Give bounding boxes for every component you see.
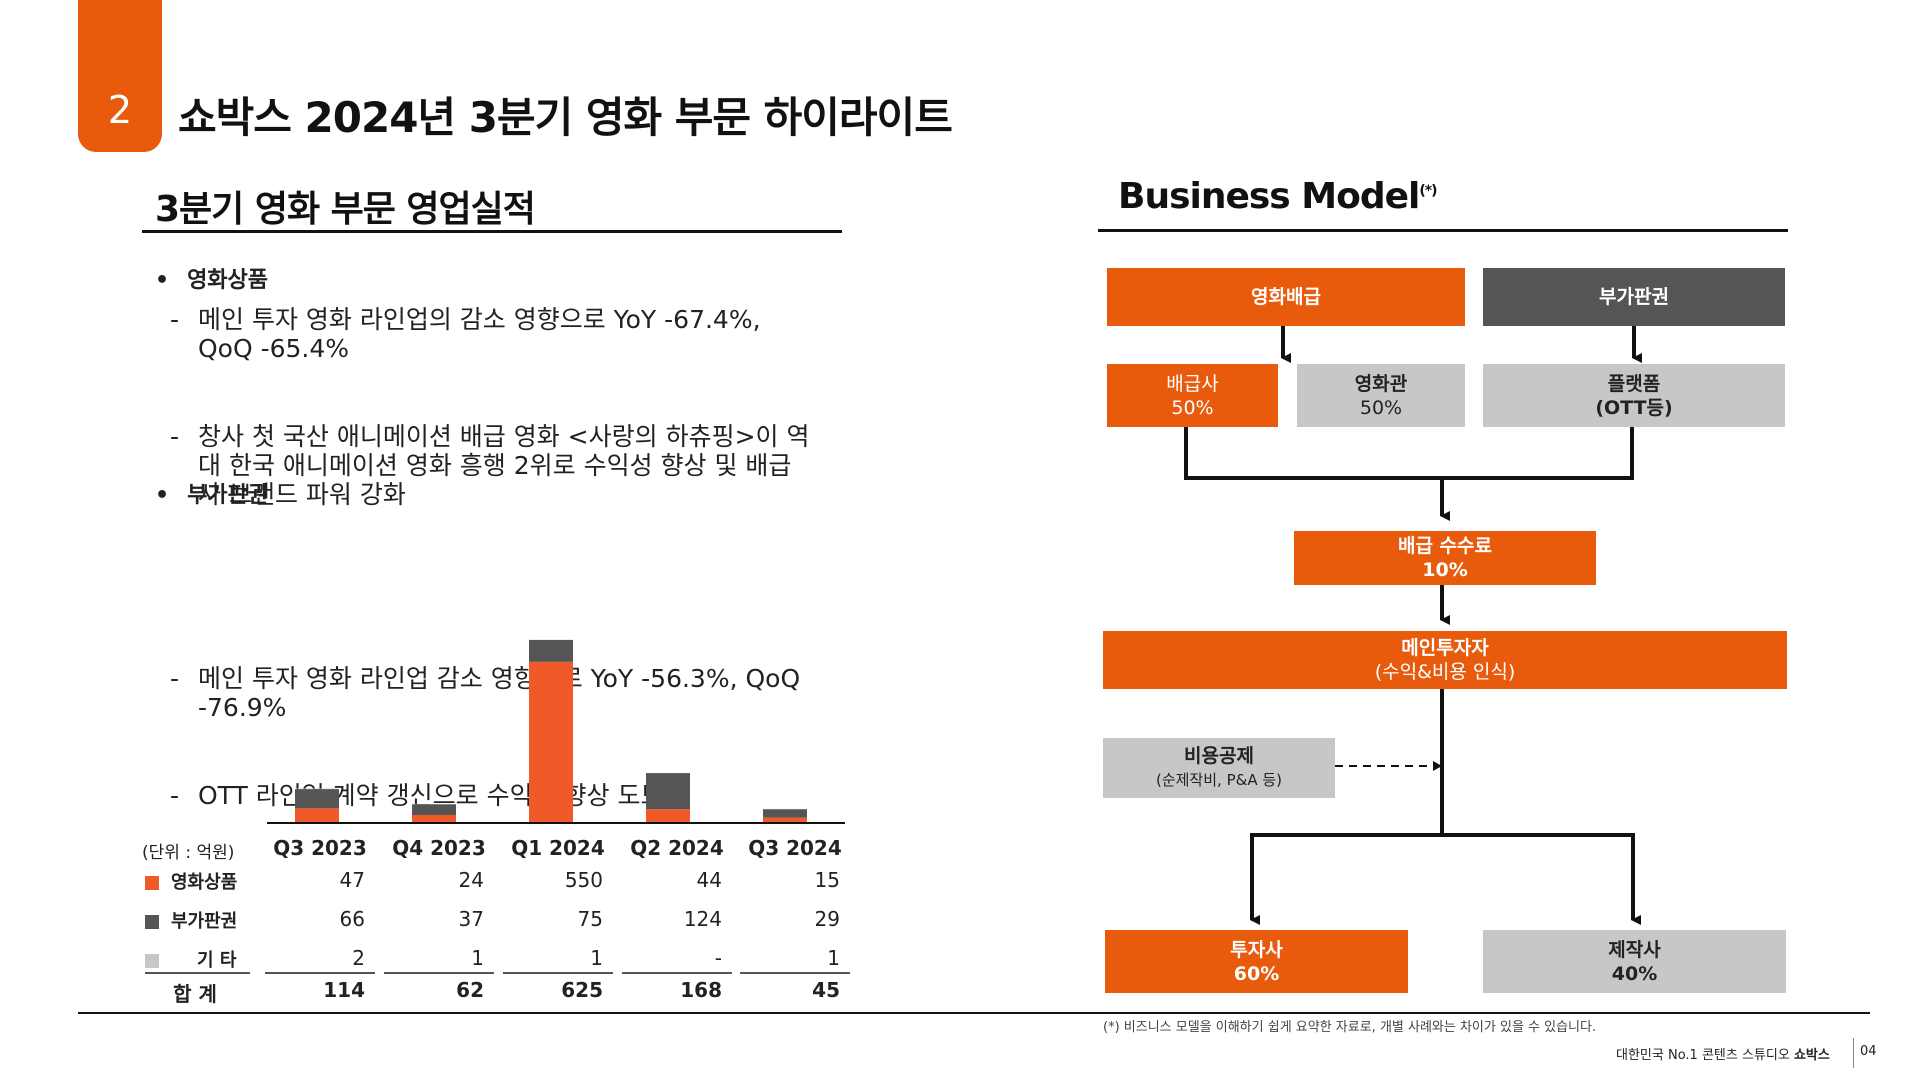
total-separator <box>740 972 850 974</box>
category-header: Q3 2023 <box>273 836 367 860</box>
bar-Q1-2024-1 <box>529 640 573 662</box>
bullet-head-film: 영화상품 <box>155 262 268 294</box>
left-section-title: 3분기 영화 부문 영업실적 <box>155 189 536 230</box>
bar-Q4-2023-1 <box>412 804 456 816</box>
bottom-rule <box>78 1012 1870 1014</box>
table-cell: - <box>714 946 722 970</box>
box-distribution: 영화배급 <box>1107 268 1465 326</box>
table-cell: 29 <box>814 907 840 931</box>
section-badge: 2 <box>78 0 162 152</box>
category-header: Q2 2024 <box>630 836 724 860</box>
footer-tagline: 대한민국 No.1 콘텐츠 스튜디오 쇼박스 <box>1616 1048 1830 1063</box>
legend-swatch <box>145 876 159 890</box>
footnote: (*) 비즈니스 모델을 이해하기 쉽게 요약한 자료로, 개별 사례와는 차이… <box>1103 1020 1597 1035</box>
legend-entry: 영화상품 <box>145 868 237 894</box>
bar-Q3-2024-0 <box>763 817 807 822</box>
box-investor: 투자사 60% <box>1105 930 1408 993</box>
table-cell: 124 <box>683 907 722 931</box>
table-cell: 66 <box>339 907 365 931</box>
unit-label: (단위 : 억원) <box>142 843 235 863</box>
bullet-item: 메인 투자 영화 라인업 감소 영향으로 YoY -56.3%, QoQ -76… <box>170 664 810 722</box>
right-title-rule <box>1098 229 1788 232</box>
box-distributor: 배급사 50% <box>1107 364 1278 427</box>
table-cell: 1 <box>590 946 603 970</box>
legend-entry: 기 타 <box>145 946 236 972</box>
box-ancillary: 부가판권 <box>1483 268 1785 326</box>
table-cell: 24 <box>458 868 484 892</box>
bar-Q3-2023-0 <box>295 808 339 822</box>
category-header: Q4 2023 <box>392 836 486 860</box>
bullet-item: 창사 첫 국산 애니메이션 배급 영화 <사랑의 하츄핑>이 역대 한국 애니메… <box>170 422 810 509</box>
total-separator <box>265 972 375 974</box>
table-cell: 75 <box>577 907 603 931</box>
box-cost-deduction: 비용공제 (순제작비, P&A 등) <box>1103 738 1335 798</box>
table-cell: 44 <box>696 868 722 892</box>
total-separator <box>503 972 613 974</box>
bar-Q1-2024-0 <box>529 661 573 822</box>
category-header: Q3 2024 <box>748 836 842 860</box>
total-separator <box>622 972 732 974</box>
page-number: 04 <box>1860 1044 1877 1059</box>
bar-Q2-2024-1 <box>646 773 690 810</box>
box-theater: 영화관 50% <box>1297 364 1465 427</box>
table-cell: 15 <box>814 868 840 892</box>
legend-swatch <box>145 954 159 968</box>
bar-Q4-2023-0 <box>412 815 456 822</box>
bar-Q3-2024-1 <box>763 809 807 818</box>
total-cell: 625 <box>561 978 603 1002</box>
total-separator <box>384 972 494 974</box>
stacked-bar-chart <box>267 639 845 824</box>
table-cell: 47 <box>339 868 365 892</box>
page-title: 쇼박스 2024년 3분기 영화 부문 하이라이트 <box>178 93 953 142</box>
box-platform: 플랫폼 (OTT등) <box>1483 364 1785 427</box>
legend-swatch <box>145 915 159 929</box>
table-cell: 2 <box>352 946 365 970</box>
bar-Q3-2023-1 <box>295 789 339 809</box>
table-cell: 1 <box>827 946 840 970</box>
bullet-item: 메인 투자 영화 라인업의 감소 영향으로 YoY -67.4%, QoQ -6… <box>170 305 810 363</box>
flow-connectors <box>1184 326 1642 925</box>
bar-Q2-2024-0 <box>646 809 690 822</box>
total-cell: 62 <box>456 978 484 1002</box>
box-main-investor: 메인투자자 (수익&비용 인식) <box>1103 631 1787 689</box>
total-separator <box>145 972 250 974</box>
category-header: Q1 2024 <box>511 836 605 860</box>
box-distribution-fee: 배급 수수료 10% <box>1294 531 1596 585</box>
left-title-rule <box>142 230 842 233</box>
bar-Q3-2023-2 <box>295 788 339 790</box>
table-cell: 550 <box>564 868 603 892</box>
table-cell: 1 <box>471 946 484 970</box>
total-cell: 168 <box>680 978 722 1002</box>
total-cell: 114 <box>323 978 365 1002</box>
right-section-title: Business Model(*) <box>1118 176 1437 217</box>
bullet-head-ancillary: 부가판권 <box>155 477 268 509</box>
total-cell: 45 <box>812 978 840 1002</box>
box-producer: 제작사 40% <box>1483 930 1786 993</box>
legend-entry: 부가판권 <box>145 907 237 933</box>
totals-label: 합 계 <box>173 982 217 1006</box>
table-cell: 37 <box>458 907 484 931</box>
footer-divider <box>1853 1038 1854 1068</box>
